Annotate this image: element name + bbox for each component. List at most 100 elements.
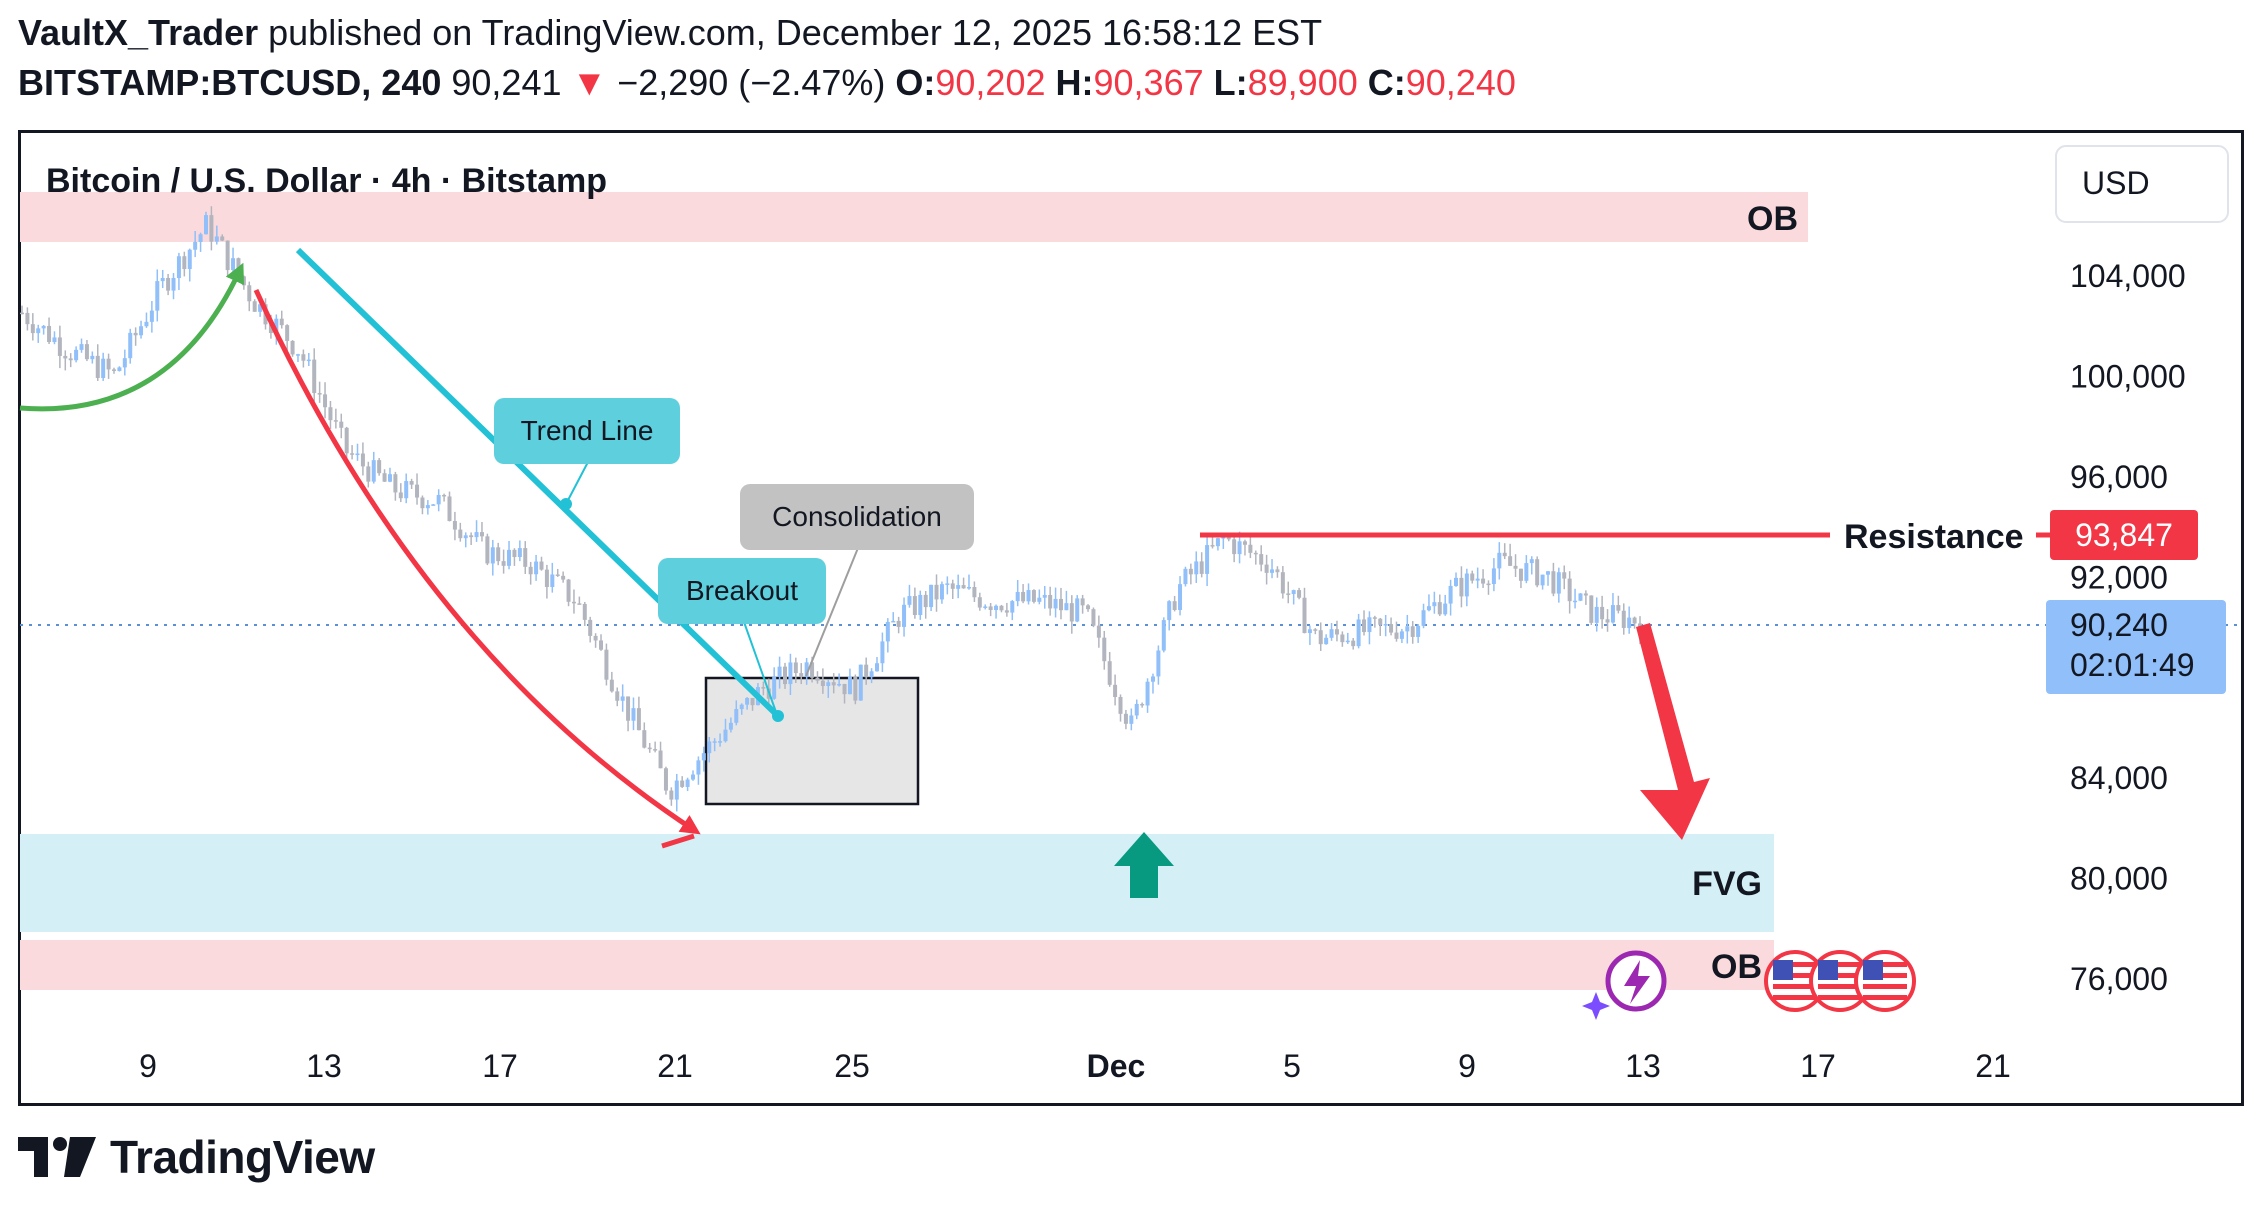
candle-body bbox=[1058, 598, 1063, 611]
candle-body bbox=[290, 340, 295, 355]
x-tick-label: 9 bbox=[1458, 1048, 1476, 1084]
candle-body bbox=[1556, 572, 1561, 594]
candle-body bbox=[1513, 565, 1518, 569]
candle-body bbox=[1042, 594, 1047, 598]
candle-body bbox=[317, 393, 322, 395]
y-axis[interactable]: 104,000 100,000 96,000 92,000 84,000 80,000 76… bbox=[2070, 258, 2186, 997]
candle-body bbox=[750, 697, 755, 706]
candle-body bbox=[593, 635, 598, 641]
candle-body bbox=[1324, 637, 1329, 645]
candle-body bbox=[1562, 572, 1567, 579]
candle-body bbox=[1351, 640, 1356, 647]
candle-body bbox=[328, 407, 333, 421]
candle-body bbox=[799, 673, 804, 677]
high-label: H: bbox=[1055, 62, 1094, 103]
candle-body bbox=[274, 318, 279, 333]
candle-body bbox=[295, 354, 300, 356]
x-tick-label: 21 bbox=[1975, 1048, 2011, 1084]
candle-body bbox=[214, 236, 219, 242]
candle-body bbox=[463, 535, 468, 539]
candle-body bbox=[84, 344, 89, 360]
candle-body bbox=[203, 215, 208, 235]
candle-body bbox=[474, 532, 479, 538]
candle-body bbox=[20, 312, 24, 315]
candle-body bbox=[663, 768, 668, 791]
candle-body bbox=[615, 691, 620, 701]
candle-body bbox=[111, 369, 116, 371]
candle-body bbox=[209, 215, 214, 242]
candle-body bbox=[1632, 617, 1637, 624]
trend-line-callout[interactable]: Trend Line bbox=[494, 398, 680, 464]
y-tick-label: 92,000 bbox=[2070, 559, 2168, 595]
candle-body bbox=[258, 304, 263, 312]
chart-title: Bitcoin / U.S. Dollar · 4h · Bitstamp bbox=[46, 162, 607, 200]
candle-body bbox=[1096, 625, 1101, 638]
author-name[interactable]: VaultX_Trader bbox=[18, 12, 259, 53]
x-axis[interactable]: 9 13 17 21 25 Dec 5 9 13 17 21 bbox=[139, 1048, 2011, 1084]
candle-body bbox=[907, 596, 912, 605]
candle-body bbox=[896, 620, 901, 627]
candle-body bbox=[923, 594, 928, 608]
currency-button[interactable]: USD bbox=[2055, 145, 2229, 223]
tradingview-footer[interactable]: TradingView bbox=[18, 1130, 375, 1184]
candle-body bbox=[929, 584, 934, 608]
candle-body bbox=[783, 666, 788, 685]
candle-body bbox=[674, 780, 679, 800]
candle-body bbox=[566, 579, 571, 602]
candle-body bbox=[669, 790, 674, 800]
down-arrow-icon: ▼ bbox=[571, 62, 608, 103]
candle-body bbox=[912, 596, 917, 616]
breakout-callout[interactable]: Breakout bbox=[658, 558, 826, 624]
candle-body bbox=[241, 276, 246, 286]
candle-body bbox=[1394, 632, 1399, 639]
candle-body bbox=[880, 641, 885, 664]
candle-body bbox=[1015, 591, 1020, 602]
symbol[interactable]: BITSTAMP:BTCUSD, 240 bbox=[18, 62, 442, 103]
candle-body bbox=[117, 367, 122, 371]
candle-body bbox=[41, 325, 46, 329]
candle-body bbox=[550, 574, 555, 587]
candle-body bbox=[1280, 572, 1285, 594]
us-event-flags[interactable] bbox=[1764, 950, 1916, 1012]
candle-body bbox=[777, 666, 782, 677]
candle-body bbox=[1129, 715, 1134, 724]
candle-body bbox=[1248, 544, 1253, 553]
candle-body bbox=[1416, 625, 1421, 637]
candle-body bbox=[1491, 568, 1496, 585]
candle-body bbox=[30, 324, 35, 334]
candle-body bbox=[74, 349, 79, 361]
candle-body bbox=[1589, 595, 1594, 623]
red-arc bbox=[253, 288, 701, 835]
us-flag-icon[interactable] bbox=[1854, 950, 1916, 1012]
candle-body bbox=[658, 750, 663, 769]
candle-body bbox=[57, 337, 62, 356]
candle-body bbox=[279, 318, 284, 326]
candle-body bbox=[187, 249, 192, 270]
lightning-icon[interactable] bbox=[1582, 950, 1667, 1020]
candle-body bbox=[885, 621, 890, 642]
candle-body bbox=[723, 729, 728, 742]
candle-body bbox=[1286, 593, 1291, 595]
consolidation-callout[interactable]: Consolidation bbox=[740, 484, 974, 550]
x-tick-label: 13 bbox=[306, 1048, 342, 1084]
candle-body bbox=[128, 332, 133, 359]
candle-body bbox=[653, 749, 658, 751]
candle-body bbox=[1459, 577, 1464, 597]
candle-body bbox=[1340, 634, 1345, 643]
candle-body bbox=[323, 394, 328, 408]
candle-body bbox=[1183, 568, 1188, 585]
candle-body bbox=[620, 696, 625, 701]
candles bbox=[20, 206, 1642, 812]
candle-body bbox=[642, 730, 647, 748]
trend-line-callout-text: Trend Line bbox=[521, 415, 654, 446]
candle-body bbox=[425, 505, 430, 509]
candle-body bbox=[988, 606, 993, 610]
green-arc bbox=[19, 262, 244, 412]
candle-body bbox=[47, 325, 52, 343]
candle-body bbox=[1075, 598, 1080, 622]
candle-body bbox=[999, 605, 1004, 611]
y-tick-label: 96,000 bbox=[2070, 459, 2168, 495]
candle-body bbox=[106, 358, 111, 370]
candle-body bbox=[1551, 571, 1556, 594]
